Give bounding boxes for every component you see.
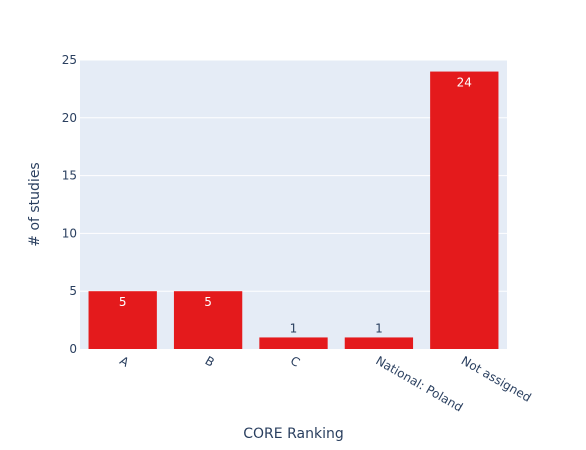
x-tick-label: C [288, 353, 302, 369]
x-tick-label: A [117, 353, 132, 370]
bar-c[interactable] [259, 337, 328, 349]
bar-data-label: 5 [204, 295, 212, 309]
y-tick-label: 25 [62, 53, 77, 67]
y-tick-label: 10 [62, 226, 77, 240]
bar-data-labels: 5 5 1 1 24 [119, 76, 472, 336]
y-axis-ticks: 0 5 10 15 20 25 [62, 53, 77, 356]
bar-data-label: 1 [375, 321, 383, 335]
bar-data-label: 24 [457, 76, 472, 90]
y-axis-title: # of studies [27, 162, 43, 246]
y-tick-label: 0 [69, 342, 77, 356]
x-tick-label: Not assigned [459, 353, 534, 404]
x-tick-label: National: Poland [373, 353, 465, 414]
bar-data-label: 5 [119, 295, 127, 309]
y-tick-label: 5 [69, 284, 77, 298]
y-tick-label: 15 [62, 169, 77, 183]
bar-not-assigned[interactable] [430, 71, 499, 349]
bar-a[interactable] [88, 291, 157, 349]
bar-national-poland[interactable] [344, 337, 414, 349]
bars [88, 71, 499, 349]
bar-b[interactable] [173, 291, 243, 349]
bar-data-label: 1 [290, 321, 298, 335]
x-tick-label: B [203, 353, 217, 369]
y-tick-label: 20 [62, 111, 77, 125]
x-axis-title: CORE Ranking [243, 426, 343, 442]
